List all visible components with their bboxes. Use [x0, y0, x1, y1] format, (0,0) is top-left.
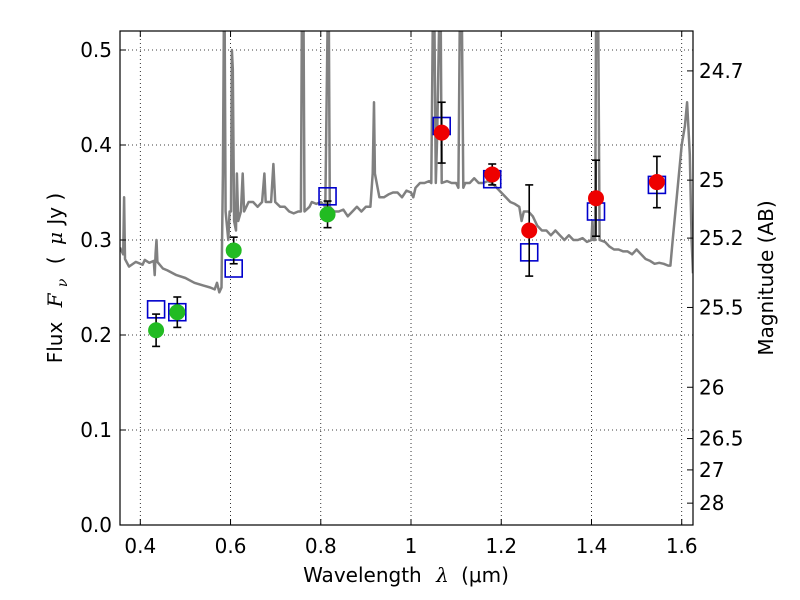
- y-axis-label: Flux F ν ( μ Jy ): [43, 193, 72, 364]
- observed-point: [169, 304, 186, 321]
- y-axis-label-subscript: ν: [55, 278, 71, 287]
- y-tick-label: 0.4: [80, 133, 112, 157]
- spectrum-line: [120, 31, 693, 294]
- x-axis-label-unit: (μm): [461, 563, 509, 587]
- x-tick-label: 1: [405, 534, 418, 558]
- y-axis-label-unit-rest: Jy ): [43, 193, 67, 227]
- y2-tick-label: 28: [699, 491, 724, 515]
- y-axis-label-unit-open: (: [43, 256, 67, 264]
- y2-axis-label: Magnitude (AB): [754, 200, 778, 355]
- y2-tick-label: 25: [699, 168, 724, 192]
- y2-tick-label: 25.2: [699, 226, 744, 250]
- y-tick-label: 0.1: [80, 418, 112, 442]
- x-axis-label-text: Wavelength: [303, 563, 422, 587]
- x-tick-label: 1.6: [666, 534, 698, 558]
- y-tick-label: 0.3: [80, 228, 112, 252]
- observed-point: [433, 124, 450, 141]
- x-tick-label: 0.6: [215, 534, 247, 558]
- observed-point: [148, 322, 165, 339]
- axis-ticks: 0.4 0.6 0.8 1 1.2 1.4 1.6 0.0 0.1 0.2 0.3 0.4 0.5 24.…: [80, 31, 744, 558]
- observed-point: [484, 166, 501, 183]
- plot-background: [120, 31, 693, 525]
- y2-tick-label: 26: [699, 375, 724, 399]
- observed-point: [648, 174, 665, 191]
- observed-point: [521, 222, 538, 239]
- x-axis-label: Wavelength λ (μm): [303, 563, 509, 587]
- y-axis-label-symbol: F: [43, 292, 67, 308]
- y-tick-label: 0.5: [80, 38, 112, 62]
- y2-tick-label: 26.5: [699, 427, 744, 451]
- y-axis-label-unit-mu: μ: [43, 232, 67, 245]
- y-tick-label: 0.2: [80, 323, 112, 347]
- y2-tick-label: 27: [699, 458, 724, 482]
- observed-point: [587, 190, 604, 207]
- y2-tick-label: 25.5: [699, 295, 744, 319]
- x-tick-label: 0.4: [124, 534, 156, 558]
- x-tick-label: 1.2: [485, 534, 517, 558]
- plot-frame: [119, 30, 694, 526]
- observed-point: [319, 206, 336, 223]
- y-tick-label: 0.0: [80, 513, 112, 537]
- x-axis-label-symbol: λ: [435, 563, 449, 587]
- plot-area: [120, 31, 693, 348]
- x-tick-label: 0.8: [305, 534, 337, 558]
- observed-point: [225, 242, 242, 259]
- x-tick-label: 1.4: [576, 534, 608, 558]
- y2-tick-label: 24.7: [699, 59, 744, 83]
- y-axis-label-text: Flux: [43, 322, 67, 364]
